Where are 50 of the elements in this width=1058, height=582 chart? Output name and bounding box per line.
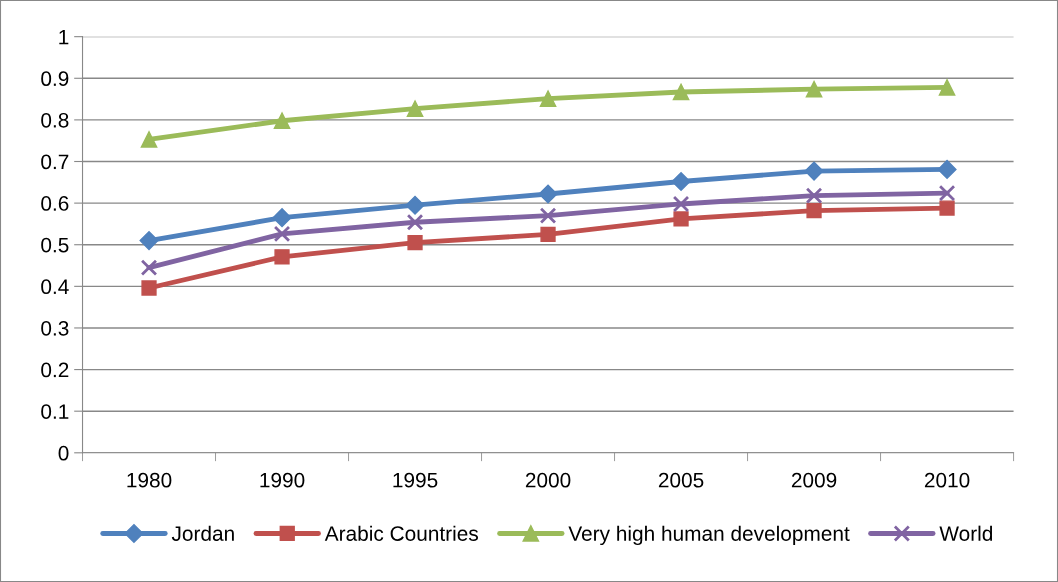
- point: [141, 280, 157, 296]
- point: [672, 195, 690, 213]
- x-tick-label: 2000: [525, 472, 571, 488]
- x-tick-label: 1980: [127, 472, 172, 488]
- x-tick-label: 1990: [260, 472, 305, 488]
- y-tick-label: 1: [59, 29, 69, 45]
- point: [673, 211, 689, 227]
- y-tick-label: 0.8: [41, 112, 69, 128]
- point: [405, 195, 425, 215]
- legend-label: Very high human development: [568, 525, 850, 546]
- point: [938, 184, 956, 202]
- point: [272, 208, 292, 228]
- y-tick-label: 0.9: [41, 71, 69, 87]
- y-tick-label: 0.3: [41, 320, 69, 336]
- point: [539, 90, 557, 108]
- x-tick-label: 2010: [924, 472, 970, 488]
- point: [539, 207, 557, 224]
- x-tick-label: 2005: [658, 472, 704, 488]
- point: [273, 112, 291, 130]
- x-tick-label: 2009: [791, 472, 837, 488]
- legend-label: Jordan: [171, 525, 234, 541]
- y-tick-label: 0.6: [41, 196, 69, 211]
- y-tick-label: 0.7: [41, 154, 69, 170]
- point: [273, 225, 291, 243]
- y-tick-label: 0.4: [41, 279, 69, 295]
- point: [406, 100, 424, 117]
- point: [140, 131, 158, 148]
- y-tick-label: 0.1: [41, 404, 69, 419]
- point: [805, 80, 823, 98]
- y-tick-label: 0.2: [41, 362, 69, 378]
- point: [671, 171, 691, 192]
- point: [540, 226, 556, 242]
- point: [938, 79, 956, 96]
- point: [139, 231, 159, 251]
- point: [806, 202, 822, 219]
- point: [538, 184, 558, 204]
- legend-label: Arabic Countries: [324, 525, 478, 541]
- point: [274, 249, 290, 265]
- point: [804, 161, 824, 181]
- legend-label: World: [939, 525, 993, 541]
- point: [939, 200, 955, 216]
- x-tick-label: 1995: [393, 472, 438, 488]
- y-tick-label: 0.5: [41, 237, 69, 253]
- y-tick-label: 0: [58, 445, 69, 461]
- point: [407, 235, 423, 251]
- point: [406, 213, 424, 231]
- point: [672, 83, 690, 101]
- point: [937, 159, 957, 179]
- point: [805, 187, 823, 204]
- point: [140, 259, 158, 276]
